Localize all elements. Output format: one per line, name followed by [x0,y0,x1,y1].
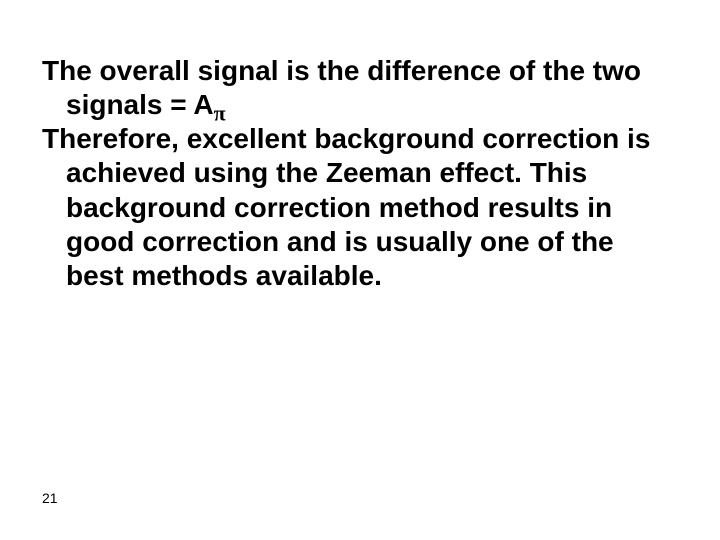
paragraph-2: Therefore, excellent background correcti… [42,122,678,293]
page-number: 21 [42,490,58,506]
slide: The overall signal is the difference of … [0,0,720,540]
paragraph-1-text: The overall signal is the difference of … [42,55,641,120]
paragraph-1: The overall signal is the difference of … [42,54,678,122]
body-text-block: The overall signal is the difference of … [42,54,678,293]
